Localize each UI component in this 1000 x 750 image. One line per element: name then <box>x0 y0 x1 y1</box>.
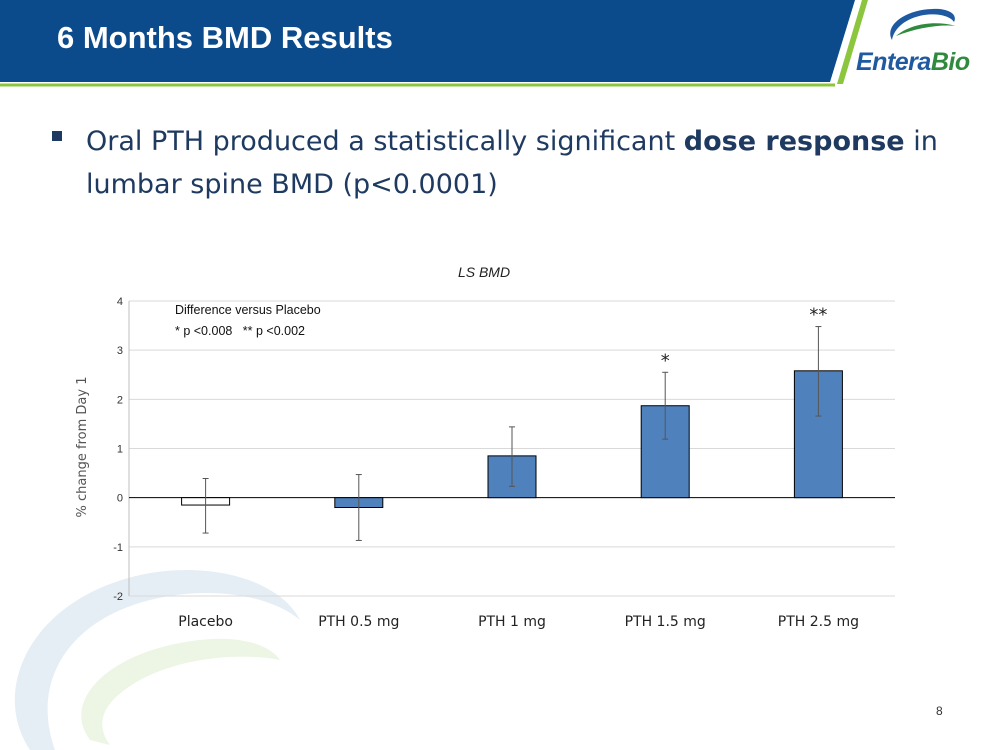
page-number: 8 <box>936 704 943 718</box>
decorative-swoosh <box>14 570 301 750</box>
chart-annotation-line1: Difference versus Placebo <box>175 303 321 317</box>
chart-title: LS BMD <box>458 264 510 280</box>
y-tick-label: 1 <box>117 444 123 456</box>
x-tick-label: PTH 2.5 mg <box>778 614 859 630</box>
y-tick-label: -1 <box>113 542 123 554</box>
x-tick-label: Placebo <box>178 614 233 630</box>
x-tick-label: PTH 1.5 mg <box>625 614 706 630</box>
logo-swoosh-icon <box>890 8 956 41</box>
y-tick-label: 0 <box>117 493 123 505</box>
bullet-marker <box>52 131 62 141</box>
chart-annotation-line2: * p <0.008 ** p <0.002 <box>175 324 305 338</box>
x-tick-label: PTH 1 mg <box>478 614 546 630</box>
y-tick-label: -2 <box>113 591 123 603</box>
y-tick-label: 2 <box>117 394 123 406</box>
y-axis-label: % change from Day 1 <box>75 377 90 518</box>
bullet-text: Oral PTH produced a statistically signif… <box>86 126 938 200</box>
company-logo: EnteraBio <box>856 48 970 76</box>
y-tick-label: 3 <box>117 345 123 357</box>
y-tick-label: 4 <box>117 296 123 308</box>
significance-marker: ** <box>809 305 827 326</box>
header-banner <box>0 0 868 87</box>
x-tick-label: PTH 0.5 mg <box>318 614 399 630</box>
significance-marker: * <box>661 350 670 371</box>
slide-title: 6 Months BMD Results <box>57 20 393 55</box>
